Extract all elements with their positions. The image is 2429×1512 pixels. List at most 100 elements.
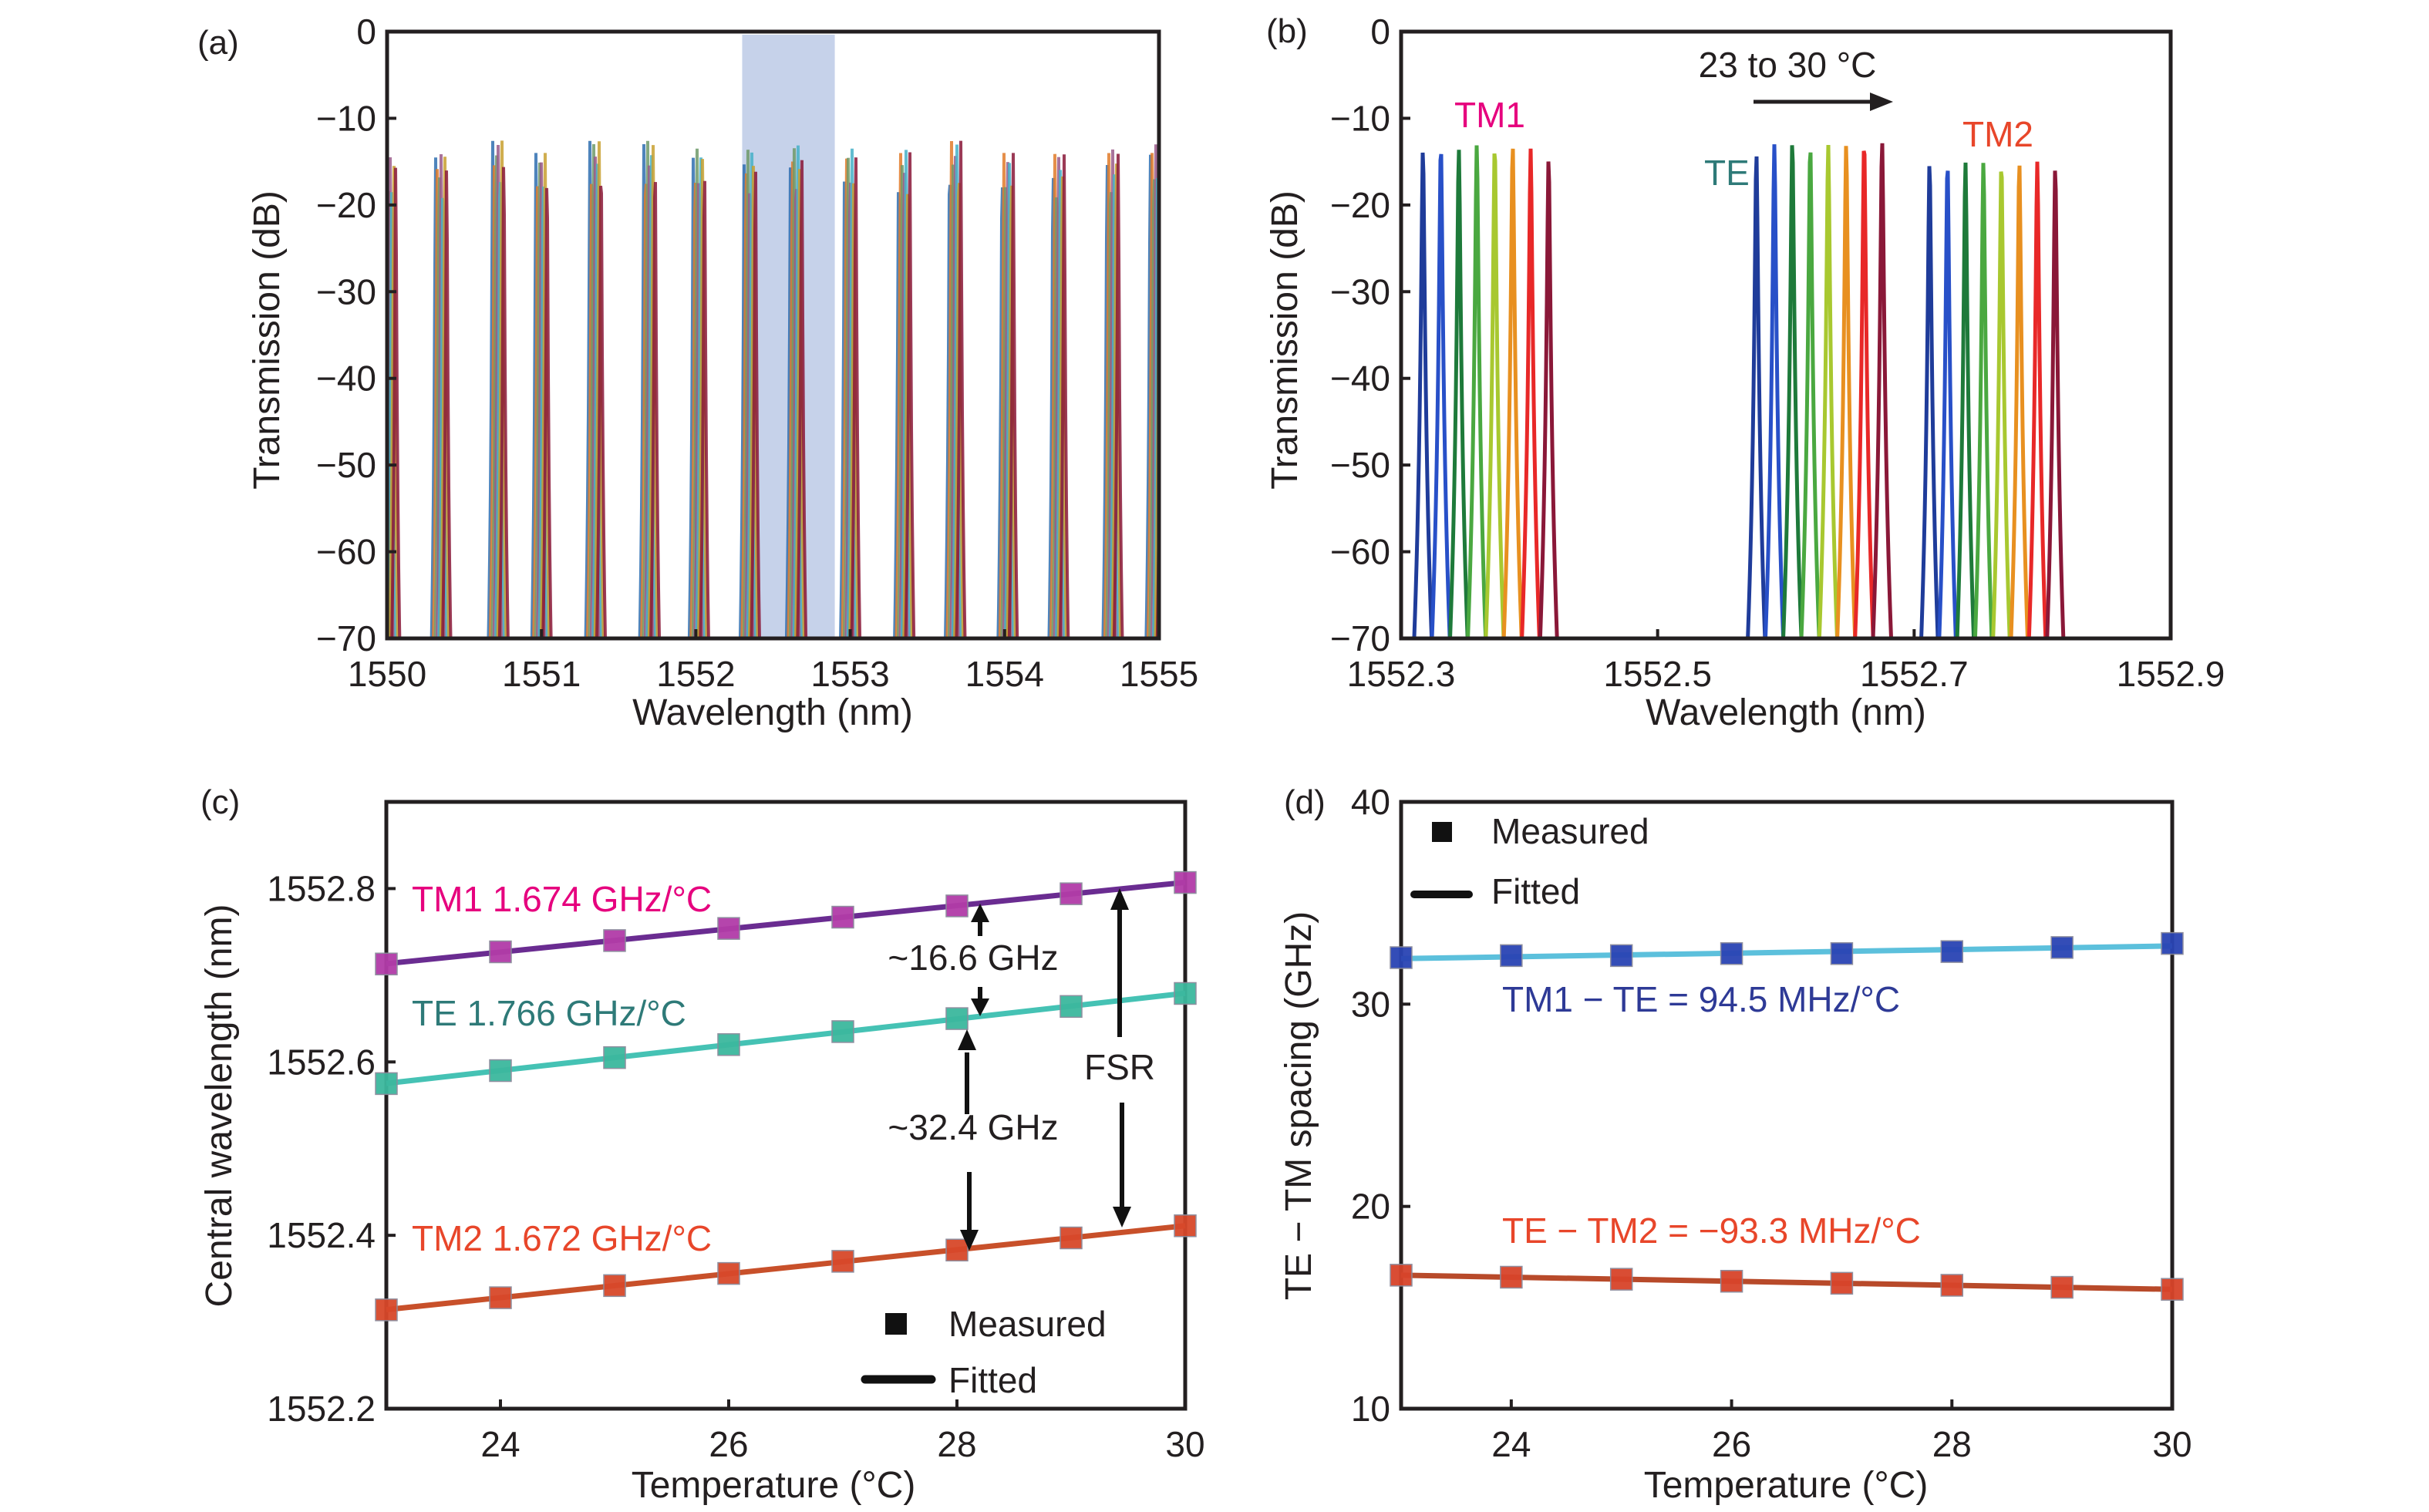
trace-group [1412,143,2066,638]
arrow-up-icon [958,1029,976,1050]
x-tick-label: 1553 [810,654,889,694]
y-tick-label: −60 [1330,532,1390,572]
panel-d-label: (d) [1284,783,1326,821]
y-tick-label: −10 [1330,98,1390,138]
data-point [375,1072,398,1096]
tm1-rate-label: TM1 1.674 GHz/°C [412,879,712,919]
data-point [1609,1268,1633,1291]
y-tick-label: −70 [1330,618,1390,658]
y-tick-label: −50 [316,445,376,485]
y-tick-label: 30 [1351,984,1390,1024]
data-point [1830,1271,1854,1295]
y-tick-label: −40 [316,359,376,399]
temperature-range-label: 23 to 30 °C [1699,45,1877,85]
y-tick-label: −40 [1330,359,1390,399]
data-point [2161,931,2184,955]
panel-d-te-tm-spacing: (d) 24 26 28 30 10 20 30 40 TM1 − TE = 94.5 MHz… [1279,782,2192,1506]
data-point [1720,942,1743,965]
panel-b-label: (b) [1266,12,1308,50]
y-tick-label: 0 [356,12,376,52]
x-tick-label: 1550 [348,654,426,694]
x-tick-label: 28 [1932,1424,1972,1464]
x-tick-label: 1552 [656,654,735,694]
data-point [1500,944,1523,968]
plot-frame [1399,800,2175,1411]
legend: Measured Fitted [861,1304,1107,1400]
fsr-label: FSR [1084,1047,1155,1087]
data-point [717,1261,740,1285]
data-point [945,1238,969,1262]
x-tick-label: 24 [1491,1424,1531,1464]
y-tick-label: −60 [316,532,376,572]
data-point [1940,1274,1964,1297]
x-axis-title: Wavelength (nm) [1646,692,1926,733]
y-tick-label: −30 [1330,271,1390,311]
plot-frame [384,800,1188,1411]
x-tick-label: 1554 [965,654,1044,694]
data-point [1940,940,1964,963]
x-tick-label: 1555 [1120,654,1198,694]
data-point [945,894,969,918]
y-tick-label: 1552.6 [267,1042,376,1082]
data-point [1060,882,1083,905]
series [1390,931,2184,1301]
fitted-line [386,990,1186,1086]
data-point [375,952,398,975]
tm1-te-spacing-label: ~16.6 GHz [888,938,1058,978]
data-point [717,917,740,940]
data-point [2161,1278,2184,1301]
data-point [2050,936,2074,959]
panel-c-label: (c) [200,783,240,821]
x-tick-label: 26 [709,1424,748,1464]
x-tick-label: 1552.3 [1347,654,1456,694]
fitted-line [1400,1272,2173,1292]
y-tick-label: 1552.8 [267,868,376,908]
te-rate-label: TE 1.766 GHz/°C [412,993,686,1033]
y-axis-title: Transmission (dB) [1265,190,1305,490]
y-tick-label: −70 [316,618,376,658]
y-tick-label: 20 [1351,1187,1390,1227]
data-point [1390,1264,1413,1287]
x-axis-title: Wavelength (nm) [632,692,913,733]
axes: 24 26 28 30 1552.2 1552.4 1552.6 1552.8 [267,800,1205,1464]
x-tick-label: 1552.5 [1603,654,1712,694]
data-point [489,1059,512,1083]
fitted-line [386,1223,1186,1313]
data-point [831,1250,854,1273]
y-tick-label: −20 [1330,185,1390,225]
te-tm2-spacing-label: ~32.4 GHz [888,1107,1058,1147]
panel-b-zoomed-spectrum: (b) 1552.3 1552.5 1552.7 1552.9 0 −10 −20 −30 −4… [1265,12,2225,733]
tm1-te-rate-label: TM1 − TE = 94.5 MHz/°C [1502,979,1900,1019]
data-point [603,929,626,952]
x-tick-label: 1552.9 [2117,654,2225,694]
data-point [831,905,854,929]
data-point [2050,1275,2074,1299]
axes: 1550 1551 1552 1553 1554 1555 0 −10 −20 −30 −40 −50… [316,12,1198,694]
y-tick-label: −30 [316,271,376,311]
arrow-down-icon [971,998,989,1016]
data-point [1609,944,1633,968]
data-point [1174,870,1197,894]
y-tick-label: 1552.4 [267,1215,376,1255]
x-tick-label: 30 [1165,1424,1204,1464]
x-axis-title: Temperature (°C) [1644,1465,1929,1506]
arrow-up-icon [1110,888,1129,910]
spacing-arrows [958,888,1131,1251]
data-point [1060,995,1083,1019]
tm2-label: TM2 [1962,114,2033,154]
y-axis-title: Transmission (dB) [247,190,288,490]
series [375,870,1197,1322]
data-point [489,1286,512,1309]
axes: 1552.3 1552.5 1552.7 1552.9 0 −10 −20 −30 −40 −50… [1330,12,2225,694]
plot-frame [385,29,1161,641]
y-tick-label: −10 [316,98,376,138]
data-point [1500,1265,1523,1289]
legend: Measured Fitted [1410,811,1649,911]
data-point [1060,1226,1083,1250]
spectrum-traces [1412,143,2066,638]
data-point [1174,982,1197,1005]
y-axis-title: TE − TM spacing (GHz) [1279,911,1319,1301]
measured-marker-icon [885,1313,907,1335]
measured-marker-icon [1432,822,1452,842]
